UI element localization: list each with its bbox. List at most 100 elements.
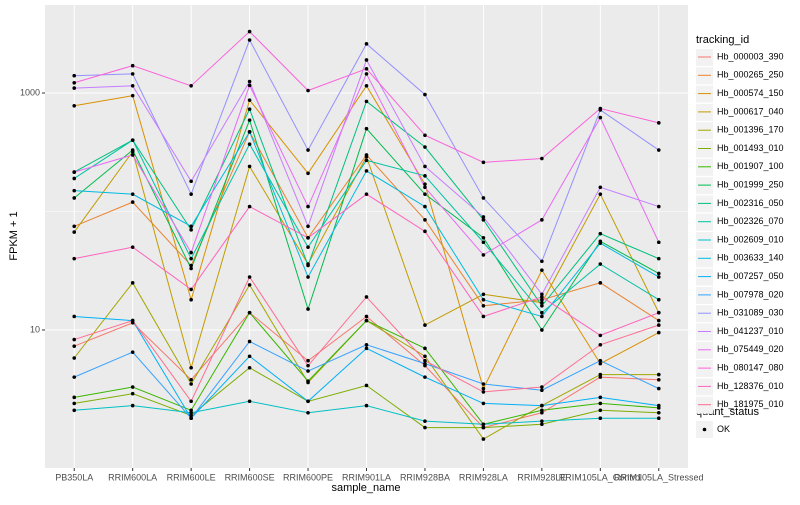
data-point <box>72 176 77 181</box>
data-point <box>72 224 77 229</box>
data-point <box>364 383 369 388</box>
data-point <box>130 72 135 76</box>
data-point <box>540 297 544 302</box>
x-tick-label: RRIM600PE <box>283 472 333 482</box>
data-point <box>423 375 427 379</box>
data-point <box>656 275 661 279</box>
data-point <box>481 314 486 319</box>
data-point <box>306 245 310 249</box>
data-point <box>72 375 77 379</box>
data-point <box>481 215 486 219</box>
data-point <box>72 170 77 174</box>
data-point <box>598 115 603 120</box>
data-point <box>598 241 603 245</box>
data-point <box>656 318 661 323</box>
data-point <box>423 218 427 222</box>
data-point <box>423 346 427 351</box>
data-point <box>306 410 310 415</box>
data-point <box>481 240 486 245</box>
legend-label: Hb_007978_020 <box>717 289 784 299</box>
data-point <box>598 262 603 266</box>
data-point <box>656 240 661 245</box>
data-point <box>130 200 135 204</box>
data-point <box>247 310 252 315</box>
data-point <box>598 185 603 190</box>
data-point <box>598 361 603 366</box>
legend-label: Hb_031089_030 <box>717 308 784 318</box>
data-point <box>598 333 603 338</box>
data-point <box>656 310 661 315</box>
data-point <box>306 369 310 373</box>
data-point <box>423 164 427 169</box>
data-point <box>364 314 369 319</box>
data-point <box>130 318 135 323</box>
data-point <box>130 192 135 196</box>
data-point <box>306 235 310 240</box>
data-point <box>656 121 661 125</box>
data-point <box>540 328 544 332</box>
y-axis-title: FPKM + 1 <box>8 211 20 260</box>
data-point <box>656 271 661 276</box>
data-point <box>423 425 427 430</box>
data-point <box>656 148 661 152</box>
data-point <box>130 281 135 285</box>
data-point <box>189 263 193 268</box>
legend-point <box>702 427 707 432</box>
data-point <box>247 130 252 134</box>
data-point <box>72 230 77 234</box>
data-point <box>481 218 486 222</box>
data-point <box>598 358 603 363</box>
data-point <box>247 365 252 370</box>
data-point <box>189 408 193 413</box>
data-point <box>130 63 135 68</box>
data-point <box>423 204 427 209</box>
data-point <box>72 103 77 108</box>
data-point <box>72 80 77 85</box>
data-point <box>247 164 252 169</box>
data-point <box>364 126 369 131</box>
data-point <box>306 171 310 176</box>
data-point <box>364 42 369 46</box>
data-point <box>656 297 661 302</box>
x-tick-label: RRIM600SE <box>225 472 275 482</box>
data-point <box>189 192 193 196</box>
data-point <box>247 83 252 88</box>
data-point <box>540 259 544 264</box>
data-point <box>247 339 252 344</box>
data-point <box>364 403 369 408</box>
data-point <box>189 377 193 382</box>
data-point <box>189 179 193 184</box>
data-point <box>656 403 661 408</box>
data-point <box>306 379 310 383</box>
legend-label: Hb_001493_010 <box>717 143 784 153</box>
data-point <box>247 79 252 84</box>
data-point <box>306 363 310 368</box>
legend-label: Hb_080147_080 <box>717 362 784 372</box>
data-point <box>189 410 193 415</box>
point-legend-label: OK <box>717 424 730 434</box>
x-tick-label: RRIM600LE <box>167 472 216 482</box>
data-point <box>130 403 135 408</box>
data-point <box>656 386 661 391</box>
data-point <box>656 256 661 261</box>
data-point <box>481 196 486 200</box>
data-point <box>306 263 310 268</box>
data-point <box>423 229 427 234</box>
data-point <box>481 235 486 240</box>
data-point <box>656 377 661 382</box>
data-point <box>656 372 661 377</box>
data-point <box>189 382 193 386</box>
data-point <box>247 354 252 359</box>
data-point <box>481 422 486 427</box>
data-point <box>247 107 252 111</box>
data-point <box>481 386 486 391</box>
x-tick-label: RRIM105LA_Stressed <box>614 472 704 482</box>
data-point <box>130 148 135 152</box>
y-tick-label: 1000 <box>20 87 40 97</box>
data-point <box>481 437 486 441</box>
data-point <box>189 297 193 302</box>
data-point <box>189 228 193 232</box>
data-point <box>423 182 427 186</box>
data-point <box>481 253 486 257</box>
